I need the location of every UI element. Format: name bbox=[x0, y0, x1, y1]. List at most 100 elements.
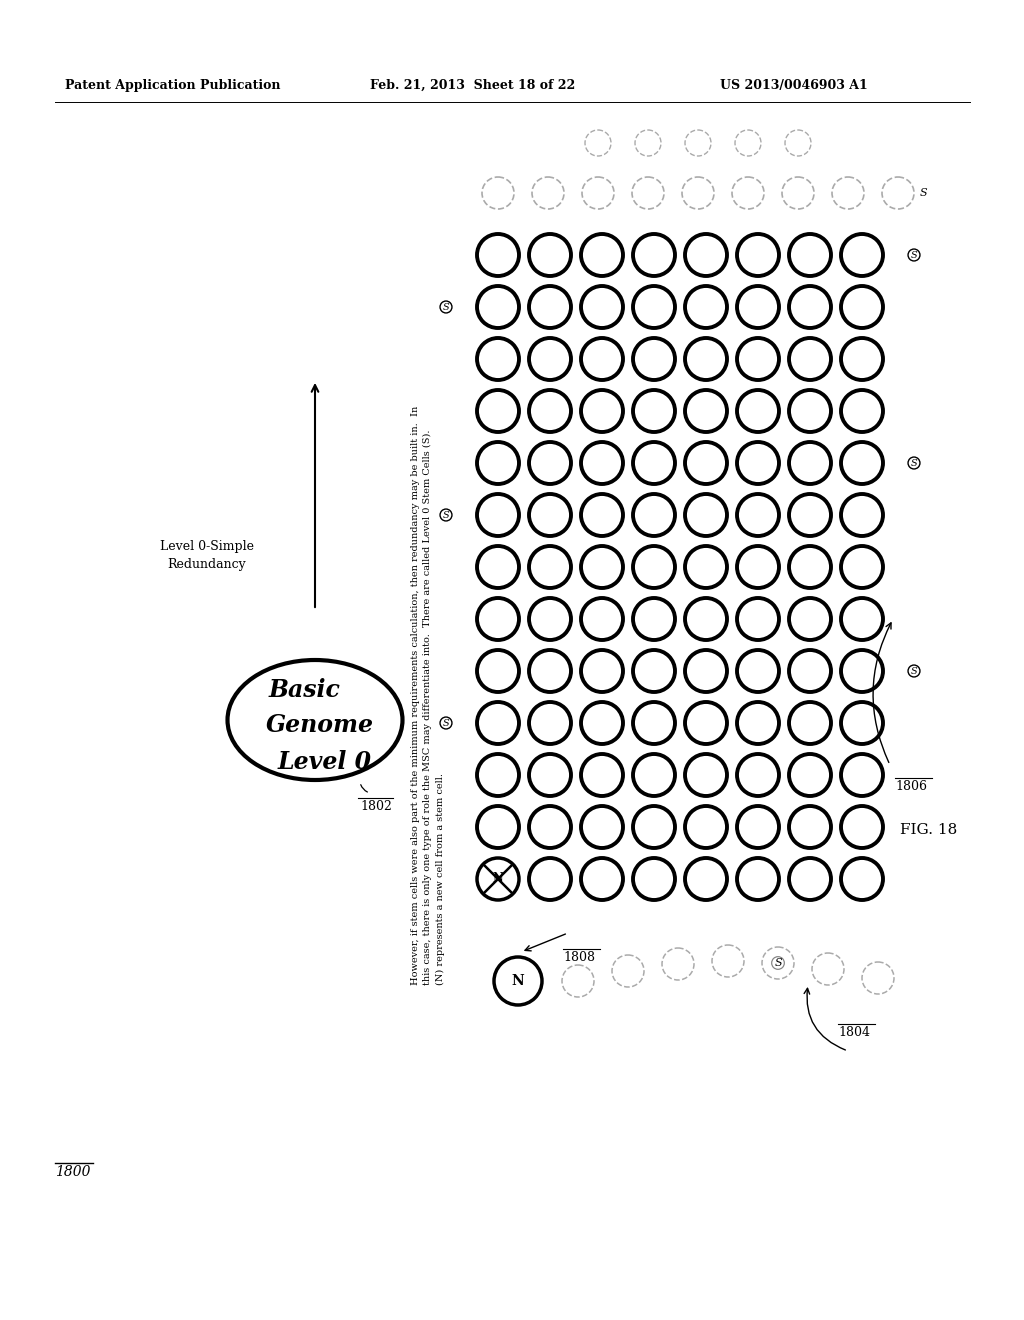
Circle shape bbox=[841, 702, 883, 744]
Circle shape bbox=[841, 807, 883, 847]
Circle shape bbox=[685, 598, 727, 640]
Circle shape bbox=[581, 754, 623, 796]
Circle shape bbox=[685, 494, 727, 536]
Circle shape bbox=[633, 494, 675, 536]
Circle shape bbox=[529, 389, 571, 432]
Circle shape bbox=[785, 129, 811, 156]
Circle shape bbox=[477, 546, 519, 587]
Circle shape bbox=[633, 442, 675, 484]
Circle shape bbox=[477, 598, 519, 640]
Text: 1808: 1808 bbox=[563, 950, 595, 964]
Circle shape bbox=[477, 389, 519, 432]
Circle shape bbox=[841, 338, 883, 380]
Circle shape bbox=[685, 858, 727, 900]
Circle shape bbox=[477, 807, 519, 847]
Text: 1800: 1800 bbox=[55, 1166, 90, 1179]
Circle shape bbox=[685, 129, 711, 156]
Circle shape bbox=[737, 286, 779, 327]
Circle shape bbox=[737, 858, 779, 900]
Circle shape bbox=[582, 177, 614, 209]
Circle shape bbox=[585, 129, 611, 156]
Circle shape bbox=[581, 649, 623, 692]
Circle shape bbox=[712, 945, 744, 977]
Circle shape bbox=[737, 598, 779, 640]
Text: S: S bbox=[920, 187, 928, 198]
Circle shape bbox=[812, 953, 844, 985]
Circle shape bbox=[685, 286, 727, 327]
Circle shape bbox=[477, 338, 519, 380]
Text: Feb. 21, 2013  Sheet 18 of 22: Feb. 21, 2013 Sheet 18 of 22 bbox=[370, 78, 575, 91]
Circle shape bbox=[529, 286, 571, 327]
Circle shape bbox=[662, 948, 694, 979]
Circle shape bbox=[581, 858, 623, 900]
Circle shape bbox=[841, 234, 883, 276]
Circle shape bbox=[737, 649, 779, 692]
Circle shape bbox=[529, 442, 571, 484]
Circle shape bbox=[841, 754, 883, 796]
Circle shape bbox=[529, 858, 571, 900]
Text: Level 0: Level 0 bbox=[278, 750, 372, 774]
Circle shape bbox=[685, 754, 727, 796]
Circle shape bbox=[529, 338, 571, 380]
Circle shape bbox=[477, 754, 519, 796]
Circle shape bbox=[790, 389, 831, 432]
Circle shape bbox=[529, 702, 571, 744]
Circle shape bbox=[635, 129, 662, 156]
Circle shape bbox=[685, 234, 727, 276]
Circle shape bbox=[529, 598, 571, 640]
Circle shape bbox=[581, 546, 623, 587]
Text: FIG. 18: FIG. 18 bbox=[900, 822, 957, 837]
Circle shape bbox=[841, 442, 883, 484]
Text: However, if stem cells were also part of the minimum requirements calculation, t: However, if stem cells were also part of… bbox=[411, 405, 445, 985]
Circle shape bbox=[790, 286, 831, 327]
Circle shape bbox=[494, 957, 542, 1005]
Circle shape bbox=[633, 389, 675, 432]
Circle shape bbox=[841, 598, 883, 640]
Circle shape bbox=[632, 177, 664, 209]
Circle shape bbox=[581, 807, 623, 847]
Circle shape bbox=[790, 598, 831, 640]
Circle shape bbox=[790, 649, 831, 692]
Text: 1806: 1806 bbox=[895, 780, 927, 793]
Circle shape bbox=[737, 807, 779, 847]
Text: S: S bbox=[442, 511, 450, 520]
Circle shape bbox=[841, 858, 883, 900]
Circle shape bbox=[477, 234, 519, 276]
Circle shape bbox=[633, 807, 675, 847]
Circle shape bbox=[477, 494, 519, 536]
Circle shape bbox=[782, 177, 814, 209]
Circle shape bbox=[685, 702, 727, 744]
Circle shape bbox=[841, 494, 883, 536]
Circle shape bbox=[633, 286, 675, 327]
Circle shape bbox=[529, 649, 571, 692]
Circle shape bbox=[477, 442, 519, 484]
Circle shape bbox=[841, 546, 883, 587]
Text: N: N bbox=[512, 974, 524, 987]
Circle shape bbox=[477, 858, 519, 900]
Circle shape bbox=[633, 546, 675, 587]
Text: S: S bbox=[774, 958, 781, 968]
Text: S: S bbox=[910, 458, 918, 467]
Text: 1802: 1802 bbox=[360, 800, 392, 813]
Text: S: S bbox=[442, 718, 450, 727]
Circle shape bbox=[685, 338, 727, 380]
Circle shape bbox=[790, 858, 831, 900]
Circle shape bbox=[529, 807, 571, 847]
Text: Basic: Basic bbox=[269, 678, 341, 702]
Circle shape bbox=[737, 494, 779, 536]
Circle shape bbox=[790, 442, 831, 484]
Circle shape bbox=[882, 177, 914, 209]
Text: 1804: 1804 bbox=[838, 1026, 870, 1039]
Text: S: S bbox=[910, 667, 918, 676]
Circle shape bbox=[682, 177, 714, 209]
Circle shape bbox=[841, 649, 883, 692]
Circle shape bbox=[581, 442, 623, 484]
Circle shape bbox=[737, 389, 779, 432]
Circle shape bbox=[737, 702, 779, 744]
Circle shape bbox=[790, 338, 831, 380]
Circle shape bbox=[477, 702, 519, 744]
Circle shape bbox=[581, 338, 623, 380]
Circle shape bbox=[685, 649, 727, 692]
Circle shape bbox=[841, 389, 883, 432]
Circle shape bbox=[685, 546, 727, 587]
